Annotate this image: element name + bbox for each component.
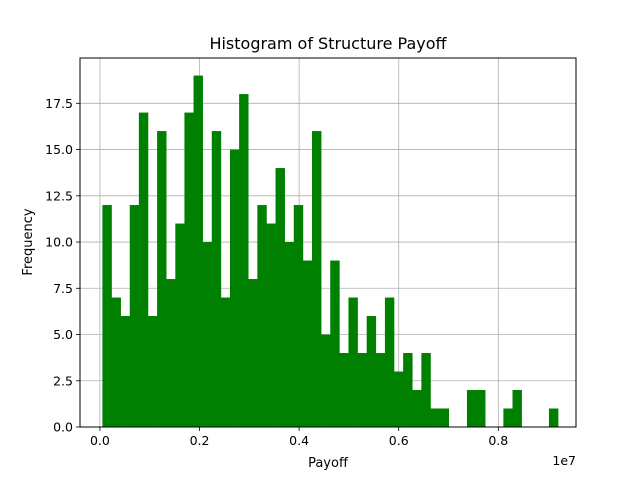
y-axis-label: Frequency bbox=[21, 208, 36, 275]
histogram-bar-0 bbox=[102, 205, 112, 427]
histogram-bar-15 bbox=[239, 94, 249, 427]
histogram-bar-2 bbox=[120, 316, 131, 427]
histogram-bar-5 bbox=[147, 316, 158, 427]
histogram-bar-29 bbox=[366, 316, 377, 427]
histogram-bar-10 bbox=[193, 75, 203, 428]
histogram-bar-34 bbox=[412, 390, 422, 427]
x-axis-offset-label: 1e7 bbox=[552, 453, 576, 468]
histogram-bar-49 bbox=[548, 408, 559, 427]
histogram-bar-7 bbox=[166, 279, 176, 427]
histogram-bar-4 bbox=[138, 112, 149, 428]
histogram-bar-19 bbox=[275, 168, 285, 428]
histogram-bar-12 bbox=[211, 131, 222, 427]
x-tick-label-3: 0.6 bbox=[389, 433, 409, 448]
y-tick-label-6: 15.0 bbox=[45, 142, 73, 157]
histogram-bar-33 bbox=[403, 353, 413, 427]
histogram-bar-44 bbox=[503, 408, 513, 427]
histogram-bar-1 bbox=[111, 297, 121, 427]
y-tick-label-4: 10.0 bbox=[45, 235, 73, 250]
chart-title: Histogram of Structure Payoff bbox=[209, 34, 447, 53]
histogram-bar-36 bbox=[430, 408, 440, 427]
x-tick-label-0: 0.0 bbox=[90, 433, 110, 448]
plot-frame bbox=[79, 57, 577, 428]
histogram-bar-22 bbox=[302, 260, 313, 427]
x-tick-label-1: 0.2 bbox=[190, 433, 210, 448]
histogram-bar-16 bbox=[248, 279, 258, 427]
histogram-bar-11 bbox=[202, 242, 213, 427]
histogram-bar-21 bbox=[293, 205, 304, 427]
histogram-bar-45 bbox=[512, 390, 522, 427]
histogram-bar-37 bbox=[439, 408, 450, 427]
histogram-bar-25 bbox=[330, 260, 340, 427]
histogram-bar-40 bbox=[466, 390, 477, 427]
histogram-bar-18 bbox=[266, 223, 276, 427]
histogram-bar-8 bbox=[175, 223, 185, 427]
y-tick-label-5: 12.5 bbox=[45, 188, 73, 203]
histogram-bar-28 bbox=[357, 353, 367, 427]
x-axis-label: Payoff bbox=[308, 456, 349, 471]
x-tick-label-2: 0.4 bbox=[289, 433, 309, 448]
y-tick-label-2: 5.0 bbox=[53, 327, 73, 342]
histogram-bar-6 bbox=[157, 131, 167, 427]
y-tick-label-1: 2.5 bbox=[53, 373, 73, 388]
histogram-bar-17 bbox=[257, 205, 267, 427]
histogram-bar-9 bbox=[184, 112, 194, 428]
histogram-bar-30 bbox=[375, 353, 386, 427]
histogram-bar-20 bbox=[284, 242, 295, 427]
histogram-bar-26 bbox=[339, 353, 349, 427]
histogram-bar-24 bbox=[321, 334, 331, 427]
histogram-bar-41 bbox=[476, 390, 486, 427]
histogram-bar-32 bbox=[394, 371, 404, 427]
histogram-bar-35 bbox=[421, 353, 431, 427]
y-tick-label-3: 7.5 bbox=[53, 281, 73, 296]
histogram-bar-14 bbox=[229, 149, 240, 427]
histogram-bar-23 bbox=[312, 131, 322, 427]
y-tick-label-0: 0.0 bbox=[53, 420, 73, 435]
y-tick-label-7: 17.5 bbox=[45, 96, 73, 111]
histogram-bar-13 bbox=[220, 297, 231, 427]
histogram-bar-3 bbox=[129, 205, 140, 427]
histogram-bar-31 bbox=[384, 297, 395, 427]
axis-ticks: 0.0 0.2 0.4 0.6 0.8 0.0 2.5 5.0 7.5 10.0 12.5 15.0 1… bbox=[45, 96, 508, 448]
histogram-bar-27 bbox=[348, 297, 358, 427]
x-tick-label-4: 0.8 bbox=[488, 433, 508, 448]
histogram-bars bbox=[102, 75, 559, 428]
